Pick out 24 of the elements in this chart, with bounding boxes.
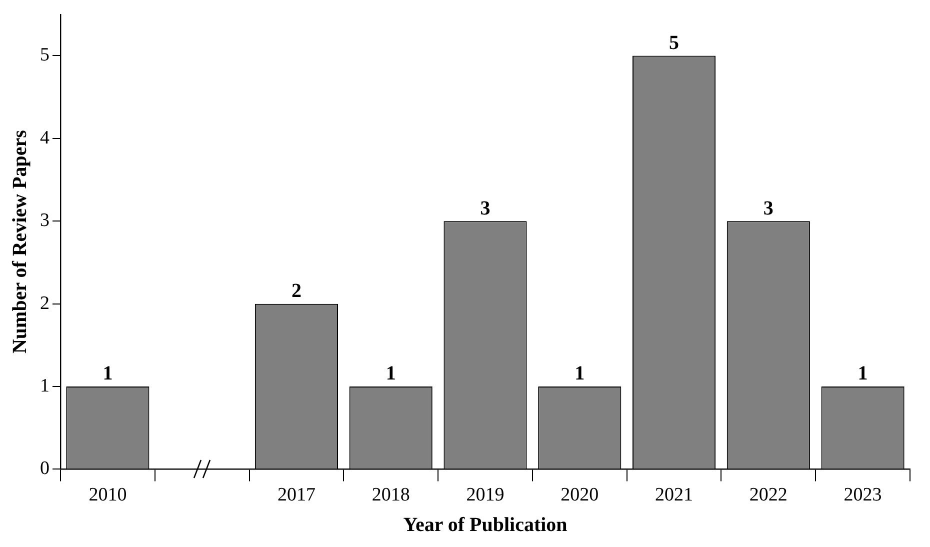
x-tick-label: 2022 — [749, 484, 788, 506]
x-tick-label: 2021 — [655, 484, 694, 506]
data-label: 3 — [763, 197, 774, 220]
y-tick-label: 4 — [40, 127, 50, 148]
data-label: 2 — [291, 280, 302, 302]
x-tick-label: 2019 — [466, 484, 504, 506]
x-axis-title: Year of Publication — [403, 514, 568, 536]
x-tick-label: 2018 — [372, 484, 410, 506]
y-tick-label: 3 — [40, 210, 50, 232]
y-axis-title: Number of Review Papers — [9, 130, 32, 354]
y-tick-label: 1 — [40, 375, 50, 396]
data-label: 1 — [574, 362, 585, 385]
data-label: 3 — [480, 197, 490, 220]
y-tick-label: 5 — [40, 44, 50, 66]
x-tick-label: 2010 — [88, 484, 127, 506]
data-label: 1 — [858, 362, 868, 385]
y-tick-label: 2 — [40, 292, 50, 314]
x-tick-label: 2020 — [560, 484, 599, 506]
data-label: 1 — [386, 362, 396, 385]
x-tick-label: 2023 — [844, 484, 882, 506]
data-label: 1 — [102, 362, 113, 385]
x-tick-label: 2017 — [277, 484, 316, 506]
data-label: 5 — [669, 32, 680, 54]
y-tick-label: 0 — [40, 458, 50, 480]
